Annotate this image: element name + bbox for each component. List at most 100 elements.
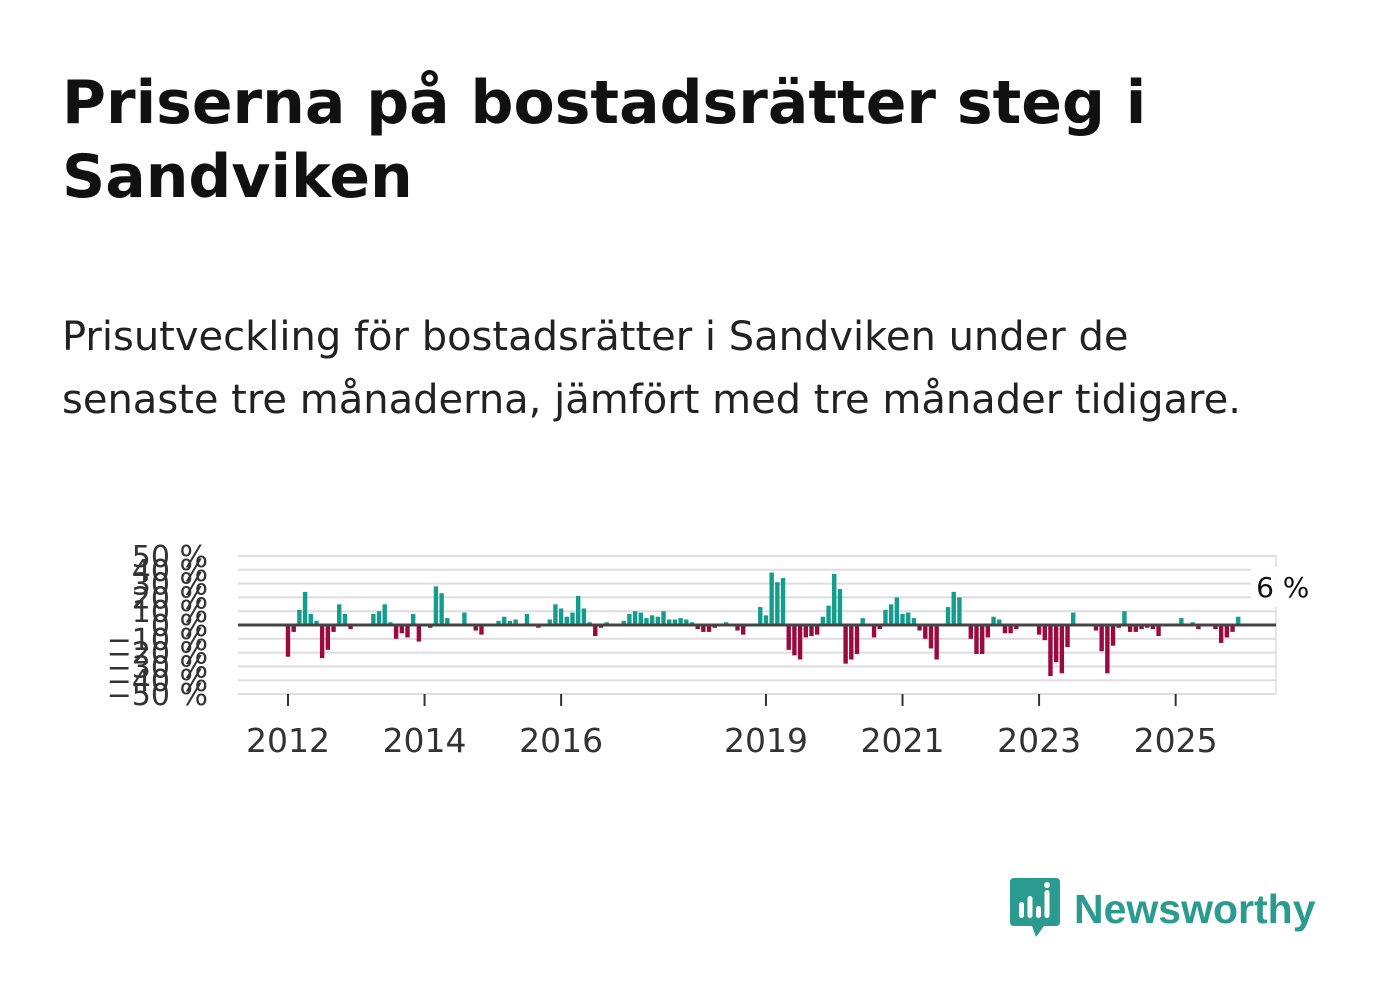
bar xyxy=(649,615,655,625)
bar xyxy=(291,625,296,632)
bar xyxy=(297,609,302,625)
y-tick-label: 10 % xyxy=(132,595,208,630)
bar xyxy=(445,618,450,625)
bar xyxy=(792,625,797,656)
bar xyxy=(820,616,826,625)
bar xyxy=(854,625,860,654)
bar xyxy=(1196,625,1201,630)
bar xyxy=(473,625,478,631)
bar xyxy=(769,572,774,625)
bar xyxy=(826,605,831,625)
bar xyxy=(701,625,706,632)
bar xyxy=(553,604,558,625)
bar xyxy=(1036,625,1042,635)
bar xyxy=(655,616,661,625)
bar xyxy=(1236,616,1241,625)
bar xyxy=(1127,625,1133,632)
bar xyxy=(803,625,808,638)
bar xyxy=(502,616,507,625)
bar xyxy=(661,611,666,625)
bar xyxy=(837,589,843,625)
bar xyxy=(763,615,769,625)
y-tick-label: −20 % xyxy=(107,637,208,672)
bar xyxy=(570,612,575,625)
bar xyxy=(1218,625,1224,643)
bar xyxy=(331,625,336,632)
latest-value-label: 6 % xyxy=(1256,571,1309,604)
bar xyxy=(1048,625,1053,677)
bar xyxy=(1093,625,1099,631)
bar xyxy=(706,625,712,632)
bar xyxy=(849,625,854,660)
y-tick-label: −50 % xyxy=(107,678,208,713)
bar xyxy=(877,625,882,630)
bar xyxy=(678,618,683,625)
bar xyxy=(1002,625,1008,634)
y-tick-label: −30 % xyxy=(107,650,208,685)
bar xyxy=(883,609,888,625)
bar xyxy=(775,582,780,625)
bar xyxy=(399,625,404,634)
bar xyxy=(416,625,422,642)
bar xyxy=(547,619,552,625)
bar xyxy=(735,625,740,631)
bar xyxy=(928,625,934,649)
bar xyxy=(1099,625,1104,652)
bar xyxy=(433,586,439,625)
x-tick-label: 2016 xyxy=(519,721,603,760)
bar xyxy=(1042,625,1047,641)
price-change-bar-chart: 50 %40 %30 %20 %10 %0 %−10 %−20 %−30 %−4… xyxy=(107,540,1315,760)
chart-bars xyxy=(238,572,1276,677)
y-axis: 50 %40 %30 %20 %10 %0 %−10 %−20 %−30 %−4… xyxy=(107,540,208,713)
bar xyxy=(405,625,410,638)
bar xyxy=(957,597,962,625)
bar xyxy=(371,613,376,625)
bar xyxy=(923,625,928,639)
bar xyxy=(1213,625,1218,630)
bar xyxy=(1156,625,1161,637)
y-tick-label: −10 % xyxy=(107,623,208,658)
bar xyxy=(684,619,689,625)
bar xyxy=(786,625,791,650)
chart-grid xyxy=(238,555,1277,695)
bar xyxy=(814,625,820,635)
bar xyxy=(513,619,518,625)
bar xyxy=(644,618,649,625)
bar xyxy=(319,625,325,659)
bar xyxy=(1224,625,1230,638)
bar xyxy=(325,625,331,650)
bar xyxy=(758,607,763,625)
bar xyxy=(632,611,638,625)
bar xyxy=(507,620,513,625)
bar xyxy=(809,625,814,637)
bar xyxy=(302,591,308,625)
bar xyxy=(479,625,484,635)
bar xyxy=(997,619,1002,625)
bar xyxy=(1053,625,1059,663)
bar xyxy=(593,625,598,637)
bar xyxy=(906,612,911,625)
bar xyxy=(627,613,632,625)
bar xyxy=(581,608,587,625)
bar xyxy=(1105,625,1110,674)
bar xyxy=(667,619,672,625)
x-tick-label: 2021 xyxy=(861,721,945,760)
bar xyxy=(558,608,564,625)
bar xyxy=(968,625,973,639)
y-tick-label: 50 % xyxy=(132,540,208,575)
bar xyxy=(285,625,291,657)
bar xyxy=(496,620,501,625)
bar xyxy=(382,604,387,625)
newsworthy-logo-icon xyxy=(1010,878,1060,937)
bar xyxy=(888,604,894,625)
bar xyxy=(1110,625,1116,646)
bar xyxy=(524,613,530,625)
x-tick-label: 2019 xyxy=(724,721,808,760)
x-axis: 2012 2014 2016 2019 2021 2023 2025 xyxy=(246,694,1218,760)
bar xyxy=(1065,625,1070,648)
bar xyxy=(439,593,444,625)
bar xyxy=(462,612,467,625)
bar xyxy=(1139,625,1144,630)
bar xyxy=(638,612,643,625)
bar xyxy=(945,607,951,625)
